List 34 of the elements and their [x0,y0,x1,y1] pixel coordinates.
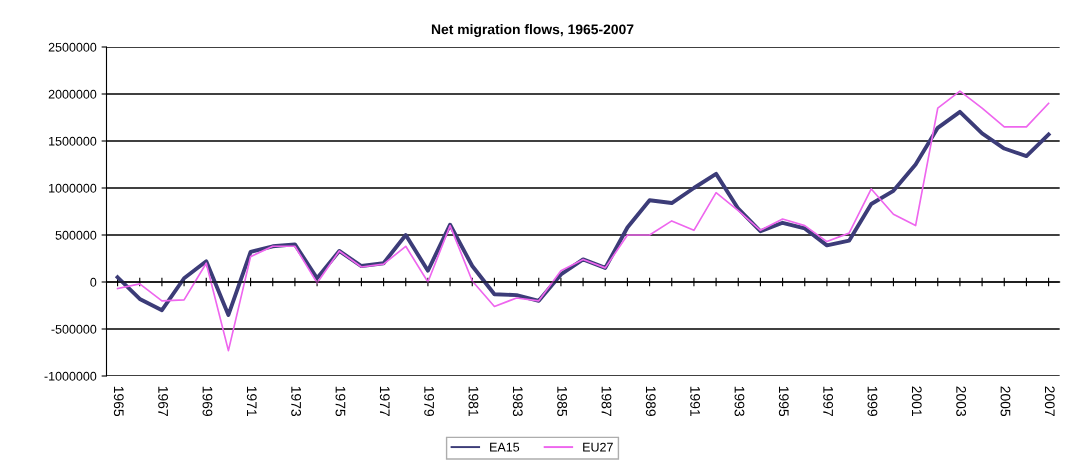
x-tick-label: 1965 [113,386,124,417]
x-tick-label: 1967 [158,386,169,416]
y-tick-label: 2500000 [48,42,97,52]
x-tick-label: 1997 [823,386,834,416]
chart-title: Net migration flows, 1965-2007 [431,24,634,38]
y-tick-label: -1000000 [44,371,97,381]
x-tick-label: 1999 [867,386,878,416]
x-tick-label: 1983 [512,386,523,417]
x-tick-label: 1985 [557,386,568,417]
x-tick-label: 2007 [1044,386,1055,416]
x-tick-label: 1969 [202,386,213,416]
x-tick-label: 1977 [379,386,390,416]
x-tick-label: 1991 [690,386,701,416]
legend-label: EA15 [490,442,520,452]
x-tick-label: 1995 [778,386,789,417]
x-tick-label: 1981 [468,386,479,416]
x-tick-label: 1973 [291,386,302,417]
x-tick-label: 1971 [246,386,257,416]
x-tick-label: 1979 [424,386,435,416]
y-tick-label: 1500000 [49,136,97,146]
x-tick-label: 1993 [734,386,745,417]
x-tick-label: 2005 [1000,386,1011,417]
legend-label: EU27 [583,442,613,452]
x-tick-label: 2001 [911,386,922,416]
x-tick-label: 1975 [335,386,346,417]
x-tick-label: 1987 [601,386,612,416]
y-tick-label: -500000 [51,324,97,334]
x-tick-label: 2003 [956,386,967,417]
y-tick-label: 2000000 [48,89,97,99]
y-tick-label: 1000000 [49,183,97,193]
x-tick-label: 1989 [645,386,656,416]
y-tick-label: 500000 [55,230,97,240]
y-tick-label: 0 [90,277,97,287]
line-series [116,90,1050,352]
